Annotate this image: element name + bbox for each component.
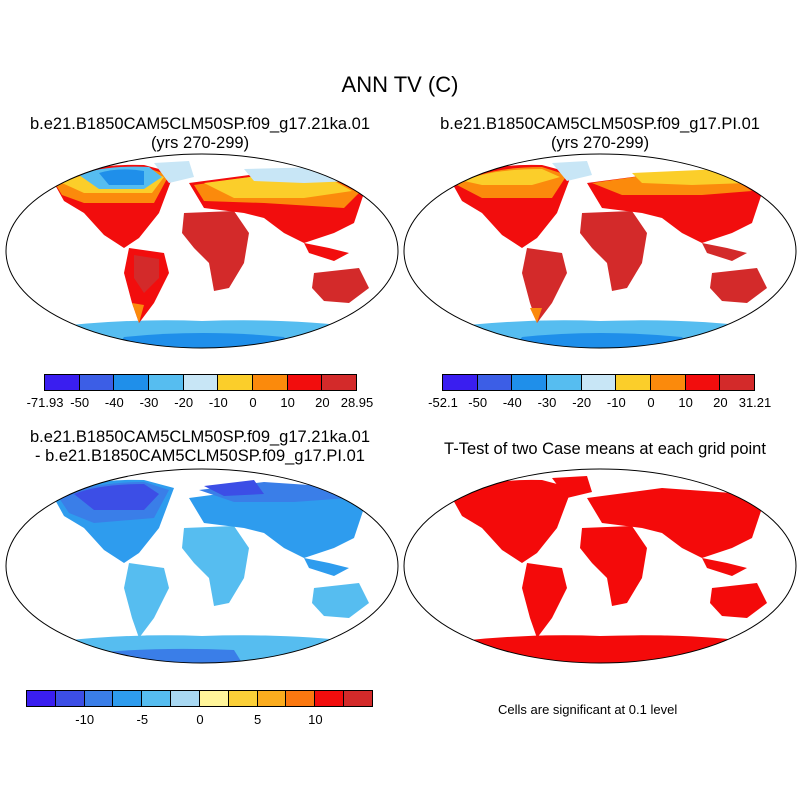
colorbar-swatch [719,374,755,391]
colorbar-swatch [44,374,80,391]
colorbar-label: -20 [174,395,194,410]
colorbar-labels-top-right: -52.1 -50 -40 -30 -20 -10 0 10 20 31.21 [428,395,771,413]
colorbar-label: -20 [572,395,592,410]
colorbar-swatch [256,690,287,707]
africa [182,526,249,606]
panel-title-text: b.e21.B1850CAM5CLM50SP.f09_g17.21ka.01 [29,428,371,446]
colorbar-label: -30 [139,395,159,410]
colorbar-swatch [182,374,219,391]
colorbar-top-left [44,374,357,391]
panel-title-text: b.e21.B1850CAM5CLM50SP.f09_g17.21ka.01 [29,115,371,133]
colorbar-swatch [580,374,617,391]
colorbar-label: -40 [104,395,124,410]
colorbar-label: -40 [502,395,522,410]
colorbar-swatch [314,690,345,707]
panel-subtitle: (yrs 270-299) [150,134,250,152]
colorbar-swatch [141,690,172,707]
colorbar-swatch [286,374,323,391]
panel-title-bottom-left: b.e21.B1850CAM5CLM50SP.f09_g17.21ka.01 -… [0,428,400,466]
colorbar-swatch [54,690,85,707]
colorbar-label: -50 [468,395,488,410]
figure-title: ANN TV (C) [341,72,459,97]
panel-subtitle: (yrs 270-299) [550,134,650,152]
south-america [522,248,567,323]
colorbar-swatch [78,374,115,391]
colorbar-swatch [545,374,582,391]
panel-title-top-right: b.e21.B1850CAM5CLM50SP.f09_g17.PI.01 (yr… [400,115,800,153]
panel-title-top-left: b.e21.B1850CAM5CLM50SP.f09_g17.21ka.01 (… [0,115,400,153]
colorbar-label: 10 [308,712,323,727]
colorbar-swatch [113,374,149,391]
colorbar-swatch [26,690,56,707]
colorbar-label: 10 [280,395,295,410]
colorbar-label: 10 [678,395,693,410]
colorbar-label: 0 [196,712,204,727]
colorbar-label: 20 [315,395,330,410]
north-america [452,479,572,563]
colorbar-label: 0 [647,395,655,410]
panel-subtitle: - b.e21.B1850CAM5CLM50SP.f09_g17.PI.01 [35,447,365,465]
colorbar-swatch [615,374,651,391]
colorbar-label: 5 [254,712,262,727]
colorbar-swatch [343,690,373,707]
colorbar-labels-top-left: -71.93 -50 -40 -30 -20 -10 0 10 20 28.95 [27,395,374,413]
colorbar-label: -10 [75,712,95,727]
significance-note: Cells are significant at 0.1 level [498,702,678,717]
africa [580,526,647,606]
colorbar-swatch [170,690,200,707]
south-america [522,563,567,638]
colorbar-swatch [198,690,229,707]
colorbar-swatch [476,374,513,391]
colorbar-label: -52.1 [428,395,458,410]
map-top-left [5,153,399,349]
colorbar-label: -10 [208,395,228,410]
colorbar-label: -71.93 [26,395,64,410]
panel-title-text: T-Test of two Case means at each grid po… [444,440,766,458]
colorbar-swatch [285,690,316,707]
map-bottom-right [403,468,797,664]
panel-title-bottom-right: T-Test of two Case means at each grid po… [410,440,800,459]
colorbar-label: 31.21 [738,395,772,410]
africa [182,211,249,291]
colorbar-label: 28.95 [340,395,374,410]
colorbar-swatch [321,374,357,391]
eurasia [189,488,364,558]
map-bottom-left [5,468,399,664]
colorbar-swatch [217,374,253,391]
colorbar-label: -30 [537,395,557,410]
australia [710,268,767,303]
australia [312,268,369,303]
colorbar-label: -5 [136,712,149,727]
colorbar-swatch [684,374,721,391]
colorbar-swatch [511,374,547,391]
colorbar-swatch [83,690,114,707]
africa [580,211,647,291]
australia [312,583,369,618]
colorbar-swatch [147,374,184,391]
colorbar-swatch [112,690,143,707]
colorbar-bottom-left [26,690,373,707]
colorbar-swatch [442,374,478,391]
colorbar-swatch [251,374,288,391]
colorbar-labels-bottom-left: -10 -5 0 5 10 [27,712,373,730]
colorbar-label: -10 [606,395,626,410]
colorbar-label: 20 [713,395,728,410]
eurasia [587,488,762,558]
colorbar-label: -50 [70,395,90,410]
map-top-right [403,153,797,349]
south-america [124,563,169,638]
colorbar-label: 0 [249,395,257,410]
australia [710,583,767,618]
panel-title-text: b.e21.B1850CAM5CLM50SP.f09_g17.PI.01 [440,115,760,133]
colorbar-top-right [442,374,755,391]
colorbar-swatch [227,690,258,707]
colorbar-swatch [649,374,686,391]
